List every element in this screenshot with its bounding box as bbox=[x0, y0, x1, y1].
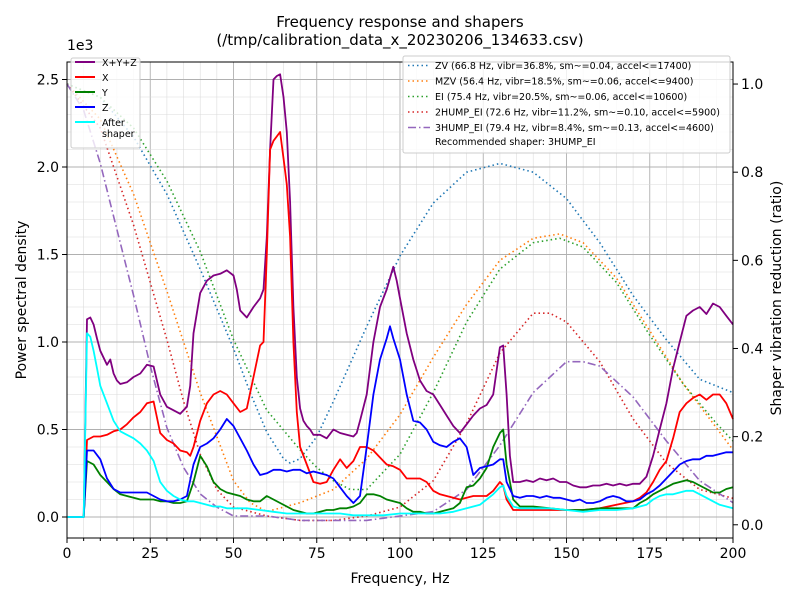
x-tick-label: 50 bbox=[225, 546, 243, 562]
x-tick-label: 125 bbox=[470, 546, 497, 562]
chart-title: Frequency response and shapers bbox=[276, 13, 524, 31]
legend-left-label: X+Y+Z bbox=[102, 58, 137, 69]
legend-right-label: MZV (56.4 Hz, vibr=18.5%, sm~=0.06, acce… bbox=[435, 77, 694, 88]
legend-right: Recommended shaper: 3HUMP_EI ZV (66.8 Hz… bbox=[402, 55, 731, 154]
legend-right-label: ZV (66.8 Hz, vibr=36.8%, sm~=0.04, accel… bbox=[435, 61, 691, 72]
shaper-line-zv bbox=[66, 83, 734, 465]
x-tick-label: 25 bbox=[141, 546, 159, 562]
series-line-after-shaper bbox=[67, 332, 734, 518]
legend-left-label: Z bbox=[102, 103, 109, 114]
y-right-tick-label: 0.6 bbox=[741, 253, 763, 269]
y-tick-label: 1.0 bbox=[37, 335, 59, 351]
legend-left-label: shaper bbox=[102, 129, 135, 140]
series-layer bbox=[66, 73, 734, 522]
y-right-tick-label: 0.8 bbox=[741, 165, 763, 181]
series-line-x bbox=[67, 131, 734, 518]
y-right-tick-label: 0.2 bbox=[741, 430, 763, 446]
y-tick-label: 2.0 bbox=[37, 160, 59, 176]
x-tick-label: 100 bbox=[387, 546, 414, 562]
y-scale-label: 1e3 bbox=[67, 38, 93, 54]
x-tick-label: 75 bbox=[308, 546, 326, 562]
legend-right-label: EI (75.4 Hz, vibr=20.5%, sm~=0.06, accel… bbox=[435, 92, 687, 103]
series-line-z bbox=[67, 325, 733, 518]
y-right-tick-label: 1.0 bbox=[741, 77, 763, 93]
x-tick-label: 0 bbox=[63, 546, 72, 562]
legend-left-label: After bbox=[102, 118, 125, 129]
x-tick-label: 175 bbox=[636, 546, 663, 562]
chart-subtitle: (/tmp/calibration_data_x_20230206_134633… bbox=[216, 31, 583, 50]
y-tick-label: 1.5 bbox=[37, 248, 59, 264]
recommended-shaper-note: Recommended shaper: 3HUMP_EI bbox=[435, 137, 596, 148]
legend-left-label: X bbox=[102, 73, 109, 84]
y-axis-right-title: Shaper vibration reduction (ratio) bbox=[769, 181, 785, 416]
y-right-tick-label: 0.4 bbox=[741, 341, 763, 357]
axes: 0 25 50 75 100 125 150 175 200 0.0 0.5 1.0 1.5 2.0 2.5… bbox=[37, 61, 763, 562]
y-axis-title: Power spectral density bbox=[14, 221, 30, 380]
legend-right-label: 3HUMP_EI (79.4 Hz, vibr=8.4%, sm~=0.13, … bbox=[435, 123, 714, 134]
y-right-tick-label: 0.0 bbox=[741, 518, 763, 534]
y-tick-label: 0.0 bbox=[37, 510, 59, 526]
x-tick-label: 150 bbox=[553, 546, 580, 562]
legend-right-label: 2HUMP_EI (72.6 Hz, vibr=11.2%, sm~=0.10,… bbox=[435, 108, 720, 119]
series-line-x-y-z bbox=[67, 73, 734, 518]
y-tick-label: 0.5 bbox=[37, 423, 59, 439]
x-tick-label: 200 bbox=[720, 546, 747, 562]
x-axis-title: Frequency, Hz bbox=[350, 571, 449, 587]
y-tick-label: 2.5 bbox=[37, 73, 59, 89]
legend-left-label: Y bbox=[101, 88, 108, 99]
shaper-line-3hump_ei bbox=[66, 83, 734, 522]
